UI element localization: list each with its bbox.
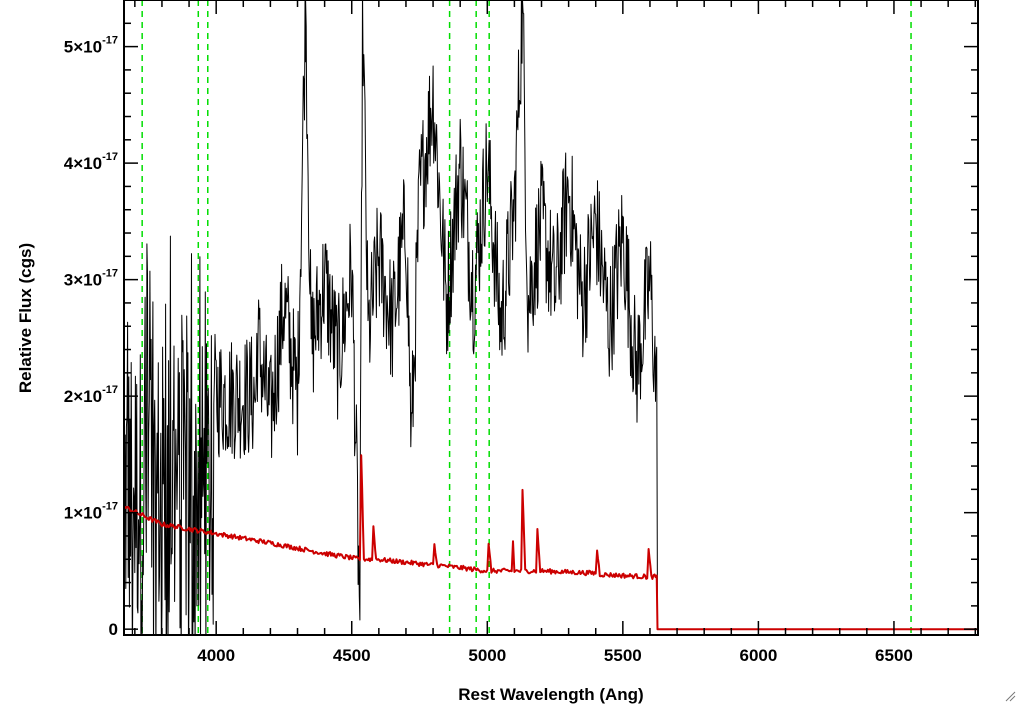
resize-grip-icon[interactable] <box>1004 690 1016 702</box>
x-tick-label: 4500 <box>333 646 371 665</box>
x-tick-label: 5000 <box>468 646 506 665</box>
y-tick-mantissa: 2×10 <box>64 387 102 406</box>
y-tick-label: 0 <box>109 620 118 639</box>
y-tick-exponent: -17 <box>102 268 118 280</box>
x-tick-label: 4000 <box>197 646 235 665</box>
y-tick-exponent: -17 <box>102 35 118 47</box>
y-tick-exponent: -17 <box>102 151 118 163</box>
x-tick-labels: 4000 4500 5000 5500 6000 6500 <box>197 646 913 665</box>
plot-area <box>124 0 978 635</box>
y-tick-label: 2×10-17 <box>64 384 118 406</box>
y-tick-exponent: -17 <box>102 384 118 396</box>
y-tick-mantissa: 3×10 <box>64 271 102 290</box>
y-tick-mantissa: 1×10 <box>64 504 102 523</box>
error-spectrum-line <box>124 454 978 631</box>
y-tick-mantissa: 4×10 <box>64 154 102 173</box>
x-tick-label: 6000 <box>739 646 777 665</box>
y-tick-exponent: -17 <box>102 501 118 513</box>
y-tick-label: 5×10-17 <box>64 35 118 57</box>
y-tick-mantissa: 5×10 <box>64 38 102 57</box>
y-axis-title: Relative Flux (cgs) <box>16 243 35 393</box>
y-tick-labels: 01×10-172×10-173×10-174×10-175×10-17 <box>64 35 118 640</box>
y-tick-label: 3×10-17 <box>64 268 118 290</box>
y-tick-label: 1×10-17 <box>64 501 118 523</box>
x-tick-label: 6500 <box>875 646 913 665</box>
y-tick-label: 4×10-17 <box>64 151 118 173</box>
plot-border <box>123 0 979 636</box>
axes-frame <box>123 0 979 636</box>
flux-spectrum-line <box>124 0 978 635</box>
x-axis-title: Rest Wavelength (Ang) <box>458 685 643 704</box>
axis-ticks <box>124 0 978 635</box>
x-tick-label: 5500 <box>604 646 642 665</box>
